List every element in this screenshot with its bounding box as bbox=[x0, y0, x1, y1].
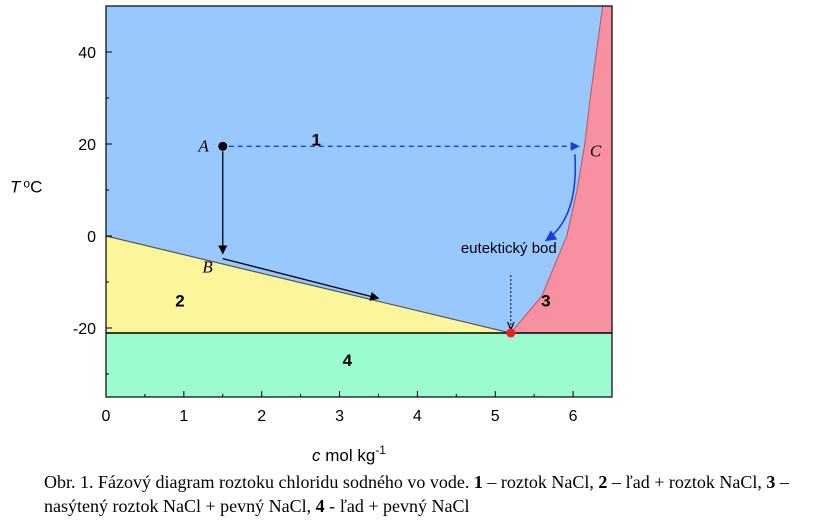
x-tick-label: 5 bbox=[491, 408, 500, 425]
region-4-label: 4 bbox=[343, 351, 353, 370]
point-b-label: B bbox=[202, 258, 213, 277]
eutectic-point bbox=[506, 328, 516, 338]
caption-num-2: 2 bbox=[598, 472, 608, 492]
y-tick-label: 20 bbox=[78, 137, 96, 154]
solubility-boundary-curve bbox=[510, 5, 604, 334]
caption-prefix: Obr. 1. Fázový diagram roztoku chloridu … bbox=[44, 472, 474, 492]
x-tick-label: 2 bbox=[257, 408, 266, 425]
arrow-along-ice-line bbox=[222, 257, 380, 301]
point-a bbox=[218, 141, 228, 151]
caption-num-3: 3 bbox=[766, 472, 776, 492]
caption-num-4: 4 bbox=[315, 496, 325, 516]
figure-caption: Obr. 1. Fázový diagram roztoku chloridu … bbox=[44, 470, 819, 518]
x-tick-label: 6 bbox=[569, 408, 578, 425]
y-tick-label: 0 bbox=[87, 229, 96, 246]
x-tick-label: 4 bbox=[413, 408, 422, 425]
x-axis-label-sup: -1 bbox=[375, 443, 386, 457]
region-1-label: 1 bbox=[311, 130, 320, 149]
x-axis-label-var: c bbox=[312, 446, 321, 465]
arrow-c-along-solubility bbox=[544, 154, 577, 242]
region-liquid bbox=[106, 6, 603, 334]
y-tick-label: 40 bbox=[78, 45, 96, 62]
y-axis-label-var: T bbox=[10, 177, 22, 196]
region-2-label: 2 bbox=[175, 291, 184, 310]
x-tick-label: 3 bbox=[335, 408, 344, 425]
x-axis-label: c mol kg-1 bbox=[312, 443, 386, 465]
y-axis-label-sup: o bbox=[23, 176, 30, 190]
x-tick-label: 0 bbox=[102, 408, 111, 425]
caption-text-2: – ľad + roztok NaCl, bbox=[607, 472, 767, 492]
ice-boundary-line bbox=[105, 235, 511, 334]
point-c-label: C bbox=[590, 141, 602, 160]
plot-frame bbox=[105, 5, 613, 398]
region-saturated-solution bbox=[510, 6, 612, 334]
caption-text-3: – nasýtený roztok NaCl + pevný NaCl, bbox=[44, 472, 789, 516]
phase-diagram: A B C eutektický bod 1 2 3 4 0 1 2 3 4 5 6 -20… bbox=[10, 5, 613, 465]
caption-num-1: 1 bbox=[473, 472, 483, 492]
x-axis-label-unit: mol kg bbox=[321, 446, 376, 465]
y-tick-label: -20 bbox=[73, 321, 96, 338]
eutectic-label: eutektický bod bbox=[461, 240, 557, 257]
caption-text-4: - ľad + pevný NaCl bbox=[324, 496, 470, 516]
caption-text-1: – roztok NaCl, bbox=[482, 472, 599, 492]
point-a-label: A bbox=[197, 136, 209, 155]
y-axis-label-unit: C bbox=[30, 177, 42, 196]
region-ice-and-solid-nacl bbox=[106, 333, 612, 397]
region-3-label: 3 bbox=[541, 291, 550, 310]
x-tick-label: 1 bbox=[179, 408, 188, 425]
